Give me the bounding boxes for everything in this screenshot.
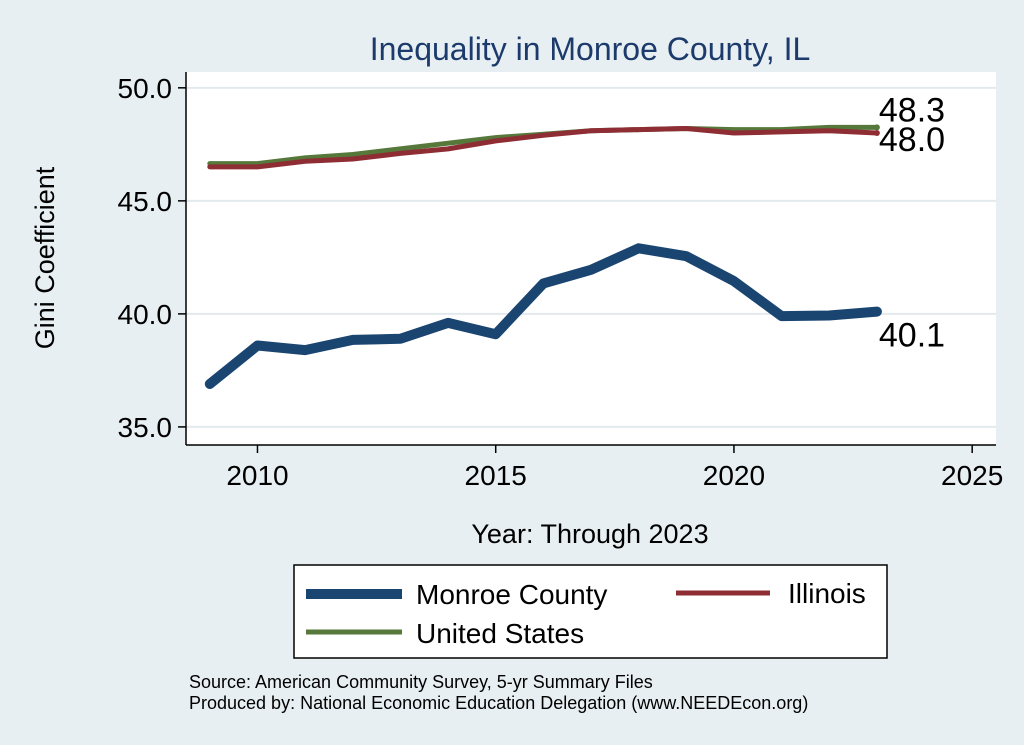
- legend-label-monroe-county: Monroe County: [416, 579, 607, 610]
- produced-by-line: Produced by: National Economic Education…: [189, 693, 808, 713]
- legend-label-illinois: Illinois: [788, 578, 866, 609]
- x-tick-label: 2020: [703, 460, 765, 491]
- x-tick-label: 2015: [465, 460, 527, 491]
- end-point-illinois: [873, 130, 880, 137]
- series-lines: [204, 124, 882, 389]
- axes: 35.0 40.0 45.0 50.0 2010 2015 2020 2025: [118, 72, 1003, 491]
- y-tick-label: 40.0: [118, 299, 173, 330]
- legend: Monroe County Illinois United States: [293, 564, 888, 659]
- chart-title: Inequality in Monroe County, IL: [370, 31, 811, 67]
- end-point-united-states: [873, 124, 880, 131]
- end-point-monroe-county: [873, 308, 880, 315]
- y-tick-label: 35.0: [118, 412, 173, 443]
- end-label-united-states: 48.3: [879, 91, 945, 129]
- end-label-monroe-county: 40.1: [879, 317, 945, 355]
- series-line-illinois: [207, 126, 880, 170]
- y-tick-label: 50.0: [118, 73, 173, 104]
- legend-box: [293, 564, 888, 659]
- x-tick-label: 2025: [941, 460, 1003, 491]
- y-axis-label: Gini Coefficient: [30, 166, 60, 349]
- end-labels: 40.1 48.048.3: [879, 91, 945, 354]
- source-line: Source: American Community Survey, 5-yr …: [189, 672, 653, 692]
- x-axis-label: Year: Through 2023: [471, 519, 708, 549]
- end-label-illinois: 48.0: [879, 121, 945, 159]
- legend-label-united-states: United States: [416, 618, 584, 649]
- series-line-monroe-county: [204, 243, 882, 389]
- gridlines: [186, 86, 996, 428]
- y-tick-label: 45.0: [118, 186, 173, 217]
- x-tick-label: 2010: [226, 460, 288, 491]
